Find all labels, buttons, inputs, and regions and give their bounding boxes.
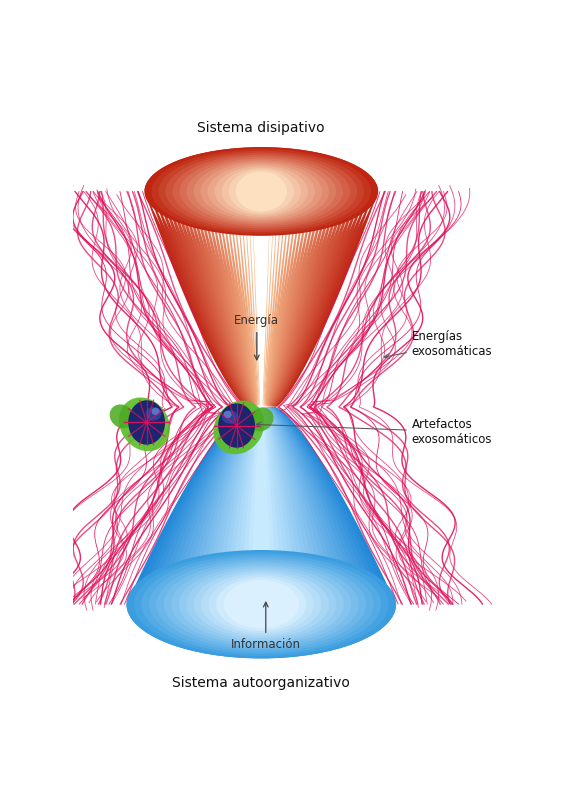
Polygon shape [240, 407, 283, 634]
Polygon shape [191, 407, 331, 644]
Polygon shape [184, 155, 338, 407]
Text: Sistema disipativo: Sistema disipativo [197, 121, 325, 134]
Polygon shape [213, 407, 310, 639]
Ellipse shape [151, 149, 371, 234]
Polygon shape [218, 407, 304, 638]
Polygon shape [168, 152, 354, 407]
Polygon shape [176, 154, 346, 407]
Ellipse shape [172, 154, 350, 228]
Polygon shape [200, 158, 322, 407]
Ellipse shape [157, 559, 366, 650]
Polygon shape [197, 407, 326, 643]
Polygon shape [252, 170, 271, 407]
Ellipse shape [201, 573, 321, 635]
Polygon shape [224, 163, 299, 407]
Polygon shape [212, 161, 310, 407]
Polygon shape [202, 407, 321, 642]
Polygon shape [216, 162, 306, 407]
Ellipse shape [110, 405, 134, 428]
Ellipse shape [201, 162, 322, 221]
Ellipse shape [179, 157, 343, 226]
Polygon shape [229, 407, 293, 636]
Polygon shape [164, 407, 358, 650]
Ellipse shape [208, 164, 315, 219]
Text: Información: Información [231, 602, 301, 651]
Polygon shape [126, 407, 396, 658]
Polygon shape [143, 407, 380, 655]
Text: Sistema autoorganizativo: Sistema autoorganizativo [172, 677, 350, 690]
Polygon shape [244, 168, 278, 407]
Ellipse shape [235, 171, 287, 211]
Text: Energías
exosomáticas: Energías exosomáticas [385, 330, 492, 358]
Polygon shape [160, 150, 362, 407]
Ellipse shape [222, 168, 301, 215]
Ellipse shape [222, 410, 238, 424]
Ellipse shape [179, 566, 344, 642]
Ellipse shape [223, 410, 231, 418]
Ellipse shape [164, 562, 359, 647]
Polygon shape [192, 157, 331, 407]
Polygon shape [228, 164, 295, 407]
Ellipse shape [229, 170, 294, 214]
Polygon shape [172, 153, 350, 407]
Polygon shape [220, 162, 303, 407]
Ellipse shape [134, 552, 389, 656]
Ellipse shape [149, 557, 374, 651]
Ellipse shape [213, 401, 264, 454]
Polygon shape [137, 407, 385, 656]
Polygon shape [132, 407, 391, 657]
Ellipse shape [209, 575, 314, 633]
Ellipse shape [194, 160, 329, 222]
Polygon shape [153, 407, 369, 653]
Polygon shape [234, 407, 288, 635]
Polygon shape [223, 407, 299, 637]
Polygon shape [164, 151, 358, 407]
Ellipse shape [215, 166, 308, 217]
Polygon shape [196, 158, 327, 407]
Ellipse shape [146, 407, 161, 421]
Polygon shape [251, 407, 272, 631]
Text: Artefactos
exosomáticos: Artefactos exosomáticos [256, 418, 492, 446]
Polygon shape [159, 407, 364, 651]
Polygon shape [188, 156, 334, 407]
Polygon shape [204, 159, 318, 407]
Ellipse shape [249, 407, 274, 431]
Ellipse shape [119, 398, 170, 451]
Polygon shape [169, 407, 353, 649]
Ellipse shape [158, 151, 364, 232]
Ellipse shape [194, 570, 329, 638]
Polygon shape [180, 154, 342, 407]
Polygon shape [180, 407, 342, 646]
Ellipse shape [165, 153, 357, 230]
Text: Energía: Energía [234, 314, 280, 360]
Polygon shape [144, 147, 378, 407]
Ellipse shape [187, 158, 336, 225]
Ellipse shape [151, 408, 160, 415]
Ellipse shape [218, 403, 255, 448]
Polygon shape [148, 407, 375, 654]
Polygon shape [175, 407, 347, 648]
Polygon shape [148, 148, 374, 407]
Ellipse shape [216, 578, 306, 631]
Polygon shape [245, 407, 277, 633]
Polygon shape [157, 150, 366, 407]
Polygon shape [248, 169, 274, 407]
Ellipse shape [128, 400, 165, 445]
Ellipse shape [144, 147, 378, 236]
Ellipse shape [142, 554, 381, 654]
Polygon shape [232, 166, 291, 407]
Ellipse shape [126, 550, 396, 658]
Ellipse shape [186, 568, 336, 640]
Polygon shape [153, 149, 370, 407]
Polygon shape [186, 407, 337, 646]
Polygon shape [236, 166, 287, 407]
Ellipse shape [171, 564, 351, 645]
Polygon shape [208, 407, 316, 641]
Polygon shape [208, 160, 314, 407]
Polygon shape [240, 167, 282, 407]
Ellipse shape [223, 580, 299, 629]
